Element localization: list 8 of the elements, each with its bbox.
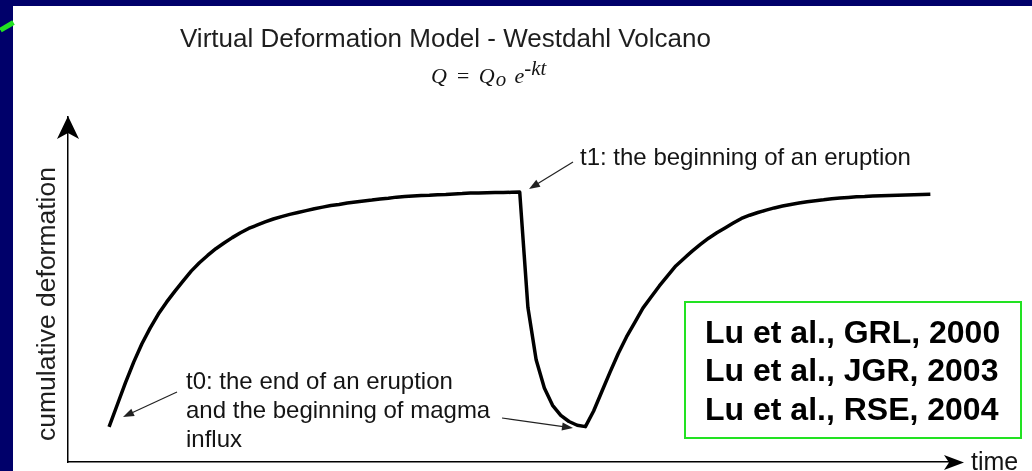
x-axis-title: time: [971, 446, 1019, 471]
annotation: Lu et al., RSE, 2004: [705, 390, 999, 427]
annotation: Lu et al., GRL, 2000: [705, 313, 1001, 350]
annotation: t0: the end of an eruption and the beginning of magma influx: [186, 366, 491, 453]
chart-title: Virtual Deformation Model - Westdahl Volcano: [180, 23, 711, 53]
text: t1: the beginning of an eruption: [580, 143, 911, 170]
annotation: Lu et al., JGR, 2003: [705, 352, 999, 388]
y-axis-title: cumulative deformation: [30, 167, 61, 441]
